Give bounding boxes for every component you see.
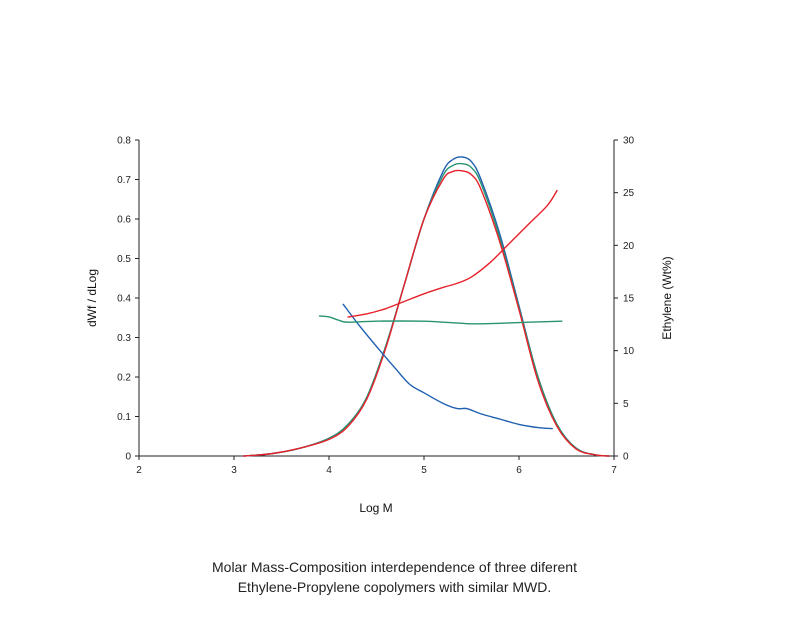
y-right-tick-label: 30 <box>623 136 635 147</box>
y-left-tick-label: 0.6 <box>117 215 131 226</box>
mwd-curve-1 <box>242 162 610 457</box>
x-tick-label: 6 <box>516 465 522 476</box>
composition-line-3 <box>342 303 553 430</box>
y-right-tick-label: 5 <box>623 399 629 410</box>
y-axis-right-title: Ethylene (Wt%) <box>660 256 674 339</box>
y-left-tick-label: 0.8 <box>117 136 131 147</box>
composition-line-4 <box>318 315 563 325</box>
mwd-curve-0 <box>242 156 610 457</box>
y-right-tick-label: 25 <box>623 188 635 199</box>
y-right-tick-label: 15 <box>623 294 635 305</box>
y-left-tick-label: 0.7 <box>117 175 131 186</box>
y-right-tick-label: 10 <box>623 346 635 357</box>
x-tick-label: 5 <box>421 465 427 476</box>
composition-line-5 <box>347 189 558 318</box>
axes <box>138 140 615 457</box>
y-left-tick-label: 0.1 <box>117 412 131 423</box>
y-left-tick-label: 0.2 <box>117 373 131 384</box>
caption-line-2: Ethylene-Propylene copolymers with simil… <box>237 579 552 595</box>
x-tick-label: 4 <box>326 465 332 476</box>
x-tick-label: 3 <box>231 465 237 476</box>
caption-line-1: Molar Mass-Composition interdependence o… <box>212 559 577 575</box>
y-axis-left-title: dWf / dLog <box>85 269 99 327</box>
y-right-tick-label: 0 <box>623 452 629 463</box>
y-left-tick-label: 0.4 <box>117 294 131 305</box>
x-axis-title: Log M <box>359 501 392 515</box>
series-group <box>242 156 610 457</box>
y-left-tick-label: 0.3 <box>117 333 131 344</box>
y-left-tick-label: 0.5 <box>117 254 131 265</box>
x-tick-label: 2 <box>136 465 142 476</box>
mwd-curve-2 <box>242 169 610 457</box>
ticks: 2 3 4 5 6 700.10.20.30.40.50.60.70.8051015202… <box>117 136 634 477</box>
x-tick-label: 7 <box>611 465 617 476</box>
y-right-tick-label: 20 <box>623 241 635 252</box>
y-left-tick-label: 0 <box>125 452 131 463</box>
